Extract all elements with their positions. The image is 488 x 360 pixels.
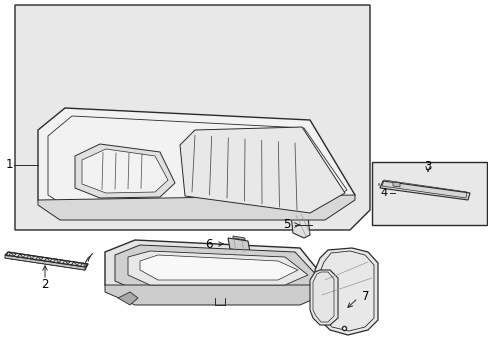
Polygon shape bbox=[5, 252, 88, 270]
Polygon shape bbox=[118, 292, 138, 305]
Polygon shape bbox=[309, 270, 337, 325]
Polygon shape bbox=[5, 255, 85, 270]
Text: 1: 1 bbox=[5, 158, 13, 171]
Polygon shape bbox=[290, 212, 309, 238]
Text: 6: 6 bbox=[205, 238, 213, 251]
Polygon shape bbox=[115, 245, 321, 292]
Text: 5: 5 bbox=[282, 219, 289, 231]
Text: 4: 4 bbox=[380, 188, 387, 198]
Text: 7: 7 bbox=[361, 289, 369, 302]
Polygon shape bbox=[128, 251, 307, 285]
Polygon shape bbox=[140, 255, 297, 280]
Polygon shape bbox=[82, 149, 168, 193]
Polygon shape bbox=[38, 108, 354, 215]
Polygon shape bbox=[392, 182, 399, 187]
Polygon shape bbox=[15, 5, 369, 230]
Polygon shape bbox=[232, 236, 244, 240]
Polygon shape bbox=[314, 248, 377, 335]
Polygon shape bbox=[371, 162, 486, 225]
Polygon shape bbox=[38, 195, 354, 220]
Text: 2: 2 bbox=[41, 278, 49, 291]
Polygon shape bbox=[227, 238, 249, 252]
Polygon shape bbox=[180, 127, 345, 213]
Polygon shape bbox=[75, 144, 175, 198]
Polygon shape bbox=[105, 285, 329, 305]
Text: 3: 3 bbox=[424, 159, 431, 172]
Polygon shape bbox=[105, 240, 329, 298]
Polygon shape bbox=[379, 181, 469, 200]
